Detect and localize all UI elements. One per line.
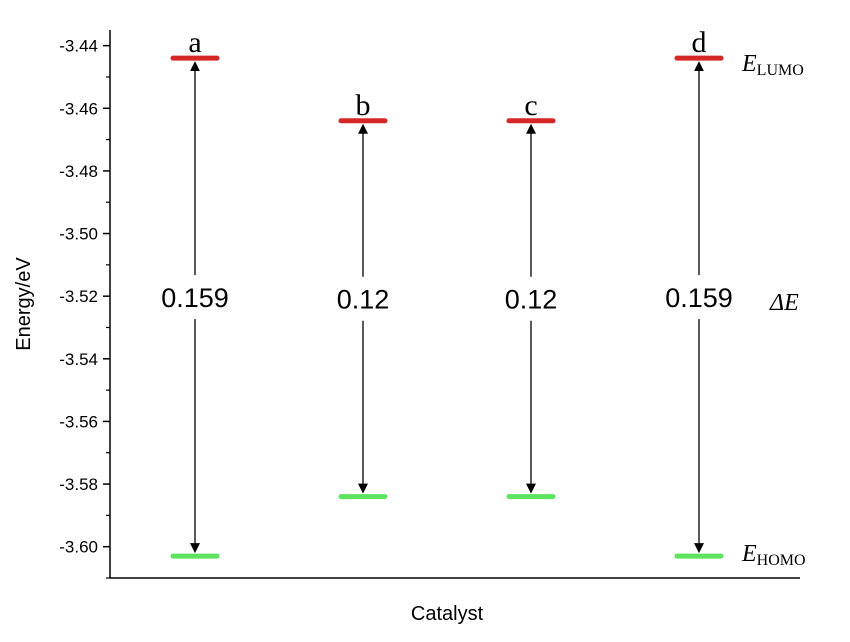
y-axis-title: Energy/eV bbox=[13, 257, 35, 351]
y-tick-label: -3.56 bbox=[59, 412, 98, 431]
y-tick-label: -3.44 bbox=[59, 37, 98, 56]
lumo-annotation-subscript: LUMO bbox=[757, 62, 804, 79]
x-axis-title: Catalyst bbox=[411, 603, 484, 625]
y-tick-label: -3.60 bbox=[59, 538, 98, 557]
homo-annotation-symbol: E bbox=[741, 541, 757, 567]
y-tick-label: -3.50 bbox=[59, 225, 98, 244]
lumo-annotation: ELUMO bbox=[741, 51, 804, 79]
gap-label-a: 0.159 bbox=[161, 283, 229, 313]
category-label-b: b bbox=[356, 89, 371, 122]
lumo-annotation-symbol: E bbox=[741, 51, 757, 77]
gap-annotation: ΔE bbox=[769, 290, 799, 316]
gap-label-c: 0.12 bbox=[505, 285, 558, 315]
category-label-c: c bbox=[524, 89, 537, 122]
category-label-d: d bbox=[692, 26, 707, 59]
y-tick-label: -3.46 bbox=[59, 99, 98, 118]
y-tick-label: -3.52 bbox=[59, 287, 98, 306]
y-tick-label: -3.54 bbox=[59, 350, 98, 369]
gap-label-d: 0.159 bbox=[665, 283, 733, 313]
category-label-a: a bbox=[188, 26, 201, 59]
y-tick-label: -3.48 bbox=[59, 162, 98, 181]
homo-annotation-subscript: HOMO bbox=[757, 552, 806, 569]
axes: -3.44 -3.46 -3.48 -3.50 -3.52 -3.54 -3.56 -3.58… bbox=[59, 30, 800, 579]
y-tick-label: -3.58 bbox=[59, 475, 98, 494]
gap-label-b: 0.12 bbox=[337, 285, 390, 315]
homo-annotation: EHOMO bbox=[741, 541, 806, 569]
